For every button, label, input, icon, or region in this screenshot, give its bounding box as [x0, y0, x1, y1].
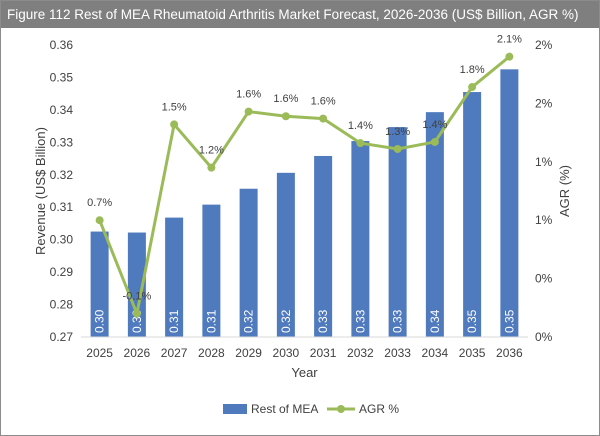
agr-point-2027 — [170, 120, 179, 129]
bar-data-label: 0.30 — [93, 309, 107, 333]
bar-2036 — [500, 69, 519, 337]
y-tick-label: 0.34 — [50, 103, 74, 117]
x-tick-label: 2026 — [124, 346, 151, 360]
agr-data-label: 1.5% — [162, 101, 187, 113]
x-tick-label: 2036 — [496, 346, 523, 360]
agr-data-label: 1.4% — [348, 120, 373, 132]
bar-data-label: 0.34 — [428, 309, 442, 333]
x-tick-label: 2025 — [86, 346, 113, 360]
bar-data-label: 0.31 — [204, 309, 218, 333]
bar-data-label: 0.35 — [465, 309, 479, 333]
x-tick-label: 2034 — [422, 346, 449, 360]
bar-2035 — [463, 92, 482, 338]
bar-2027 — [165, 217, 184, 337]
y-tick-label: 0.35 — [50, 70, 74, 84]
bar-2026 — [127, 232, 146, 337]
legend-line-marker — [337, 405, 345, 413]
agr-data-label: 1.6% — [273, 93, 298, 105]
bar-data-label: 0.33 — [353, 309, 367, 333]
agr-point-2034 — [430, 137, 439, 146]
y-tick-label: 0.33 — [50, 135, 74, 149]
agr-point-2026 — [132, 309, 141, 318]
x-tick-label: 2031 — [310, 346, 337, 360]
agr-point-2035 — [468, 83, 477, 92]
agr-line — [98, 55, 511, 319]
bar-2029 — [239, 188, 258, 337]
x-tick-label: 2027 — [161, 346, 188, 360]
y2-tick-label: 0% — [535, 330, 553, 344]
bar-2025 — [90, 231, 109, 337]
legend-label: Rest of MEA — [251, 402, 318, 416]
y2-tick-label: 1% — [535, 213, 553, 227]
bar-data-label: 0.33 — [391, 309, 405, 333]
x-axis-title: Year — [291, 365, 318, 380]
bar-2033 — [388, 127, 407, 337]
y2-axis-title: AGR (%) — [557, 165, 572, 217]
agr-point-2031 — [319, 114, 328, 123]
agr-data-label: 1.2% — [199, 145, 224, 157]
agr-point-2032 — [356, 139, 365, 148]
bar-2034 — [425, 112, 444, 337]
agr-data-label: 1.6% — [311, 96, 336, 108]
bar-data-label: 0.31 — [167, 309, 181, 333]
bar-data-label: 0.35 — [502, 309, 516, 333]
x-tick-label: 2035 — [459, 346, 486, 360]
agr-data-label: 1.6% — [236, 89, 261, 101]
agr-data-label: 1.3% — [385, 126, 410, 138]
y2-tick-label: 2% — [535, 96, 553, 110]
chart-title: Figure 112 Rest of MEA Rheumatoid Arthri… — [1, 1, 599, 28]
x-tick-label: 2030 — [273, 346, 300, 360]
y2-tick-label: 2% — [535, 38, 553, 52]
bar-data-label: 0.32 — [242, 309, 256, 333]
agr-data-label: -0.1% — [123, 291, 152, 303]
bar-2032 — [351, 141, 370, 337]
y-tick-label: 0.32 — [50, 168, 74, 182]
y-tick-label: 0.30 — [50, 233, 74, 247]
bar-data-label: 0.32 — [279, 309, 293, 333]
y-tick-label: 0.28 — [50, 298, 74, 312]
y-tick-label: 0.29 — [50, 265, 74, 279]
bar-2030 — [276, 172, 295, 337]
agr-point-2028 — [207, 163, 216, 172]
y-tick-label: 0.36 — [50, 38, 74, 52]
y2-tick-label: 0% — [535, 272, 553, 286]
y-axis-title: Revenue (US$ Billion) — [33, 127, 48, 255]
agr-point-2036 — [505, 52, 514, 61]
agr-point-2025 — [95, 216, 104, 225]
y2-tick-label: 1% — [535, 155, 553, 169]
agr-data-label: 2.1% — [497, 34, 522, 46]
x-tick-label: 2029 — [235, 346, 262, 360]
agr-point-2030 — [281, 112, 290, 121]
agr-point-2029 — [244, 107, 253, 116]
legend-bar-swatch — [223, 404, 247, 414]
agr-data-label: 1.8% — [460, 64, 485, 76]
bar-2031 — [314, 155, 333, 337]
legend-label: AGR % — [359, 402, 399, 416]
x-tick-label: 2028 — [198, 346, 225, 360]
y-tick-label: 0.31 — [50, 200, 74, 214]
agr-point-2033 — [393, 144, 402, 153]
x-tick-label: 2032 — [347, 346, 374, 360]
agr-data-label: 1.4% — [422, 119, 447, 131]
bar-2028 — [202, 204, 221, 337]
agr-data-label: 0.7% — [87, 197, 112, 209]
x-tick-label: 2033 — [384, 346, 411, 360]
bar-data-label: 0.33 — [316, 309, 330, 333]
y-tick-label: 0.27 — [50, 330, 74, 344]
